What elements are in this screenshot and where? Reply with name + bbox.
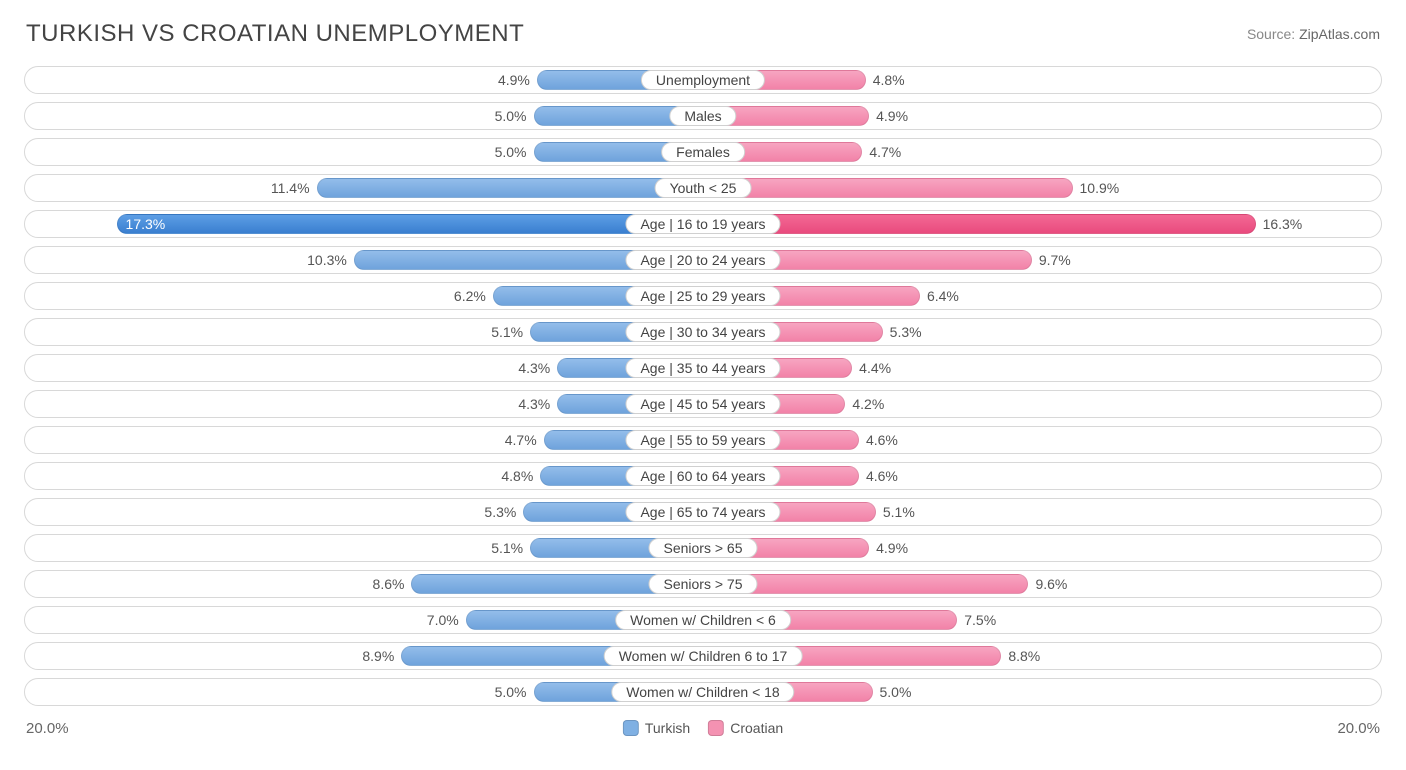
bar-value-left: 4.7% xyxy=(505,431,545,449)
bar-value-right: 6.4% xyxy=(919,287,959,305)
bar-value-left: 5.0% xyxy=(495,683,535,701)
chart-row: 4.9% 4.8% Unemployment xyxy=(24,66,1382,94)
chart-row: 4.8% 4.6% Age | 60 to 64 years xyxy=(24,462,1382,490)
bar-value-left: 17.3% xyxy=(126,215,166,233)
source-value: ZipAtlas.com xyxy=(1299,26,1380,42)
category-pill: Age | 25 to 29 years xyxy=(625,286,780,306)
bar-value-left: 7.0% xyxy=(427,611,467,629)
bar-left: 11.4% xyxy=(317,178,703,198)
chart-row: 5.1% 5.3% Age | 30 to 34 years xyxy=(24,318,1382,346)
bar-value-right: 16.3% xyxy=(1255,215,1303,233)
chart-row: 11.4%10.9%Youth < 25 xyxy=(24,174,1382,202)
chart-row: 5.0% 5.0% Women w/ Children < 18 xyxy=(24,678,1382,706)
bar-value-right: 5.1% xyxy=(875,503,915,521)
bar-value-right: 4.4% xyxy=(851,359,891,377)
chart-row: 17.3%16.3%Age | 16 to 19 years xyxy=(24,210,1382,238)
legend-label-right: Croatian xyxy=(730,720,783,736)
bar-right: 16.3% xyxy=(703,214,1256,234)
chart-row: 8.9% 8.8% Women w/ Children 6 to 17 xyxy=(24,642,1382,670)
bar-value-right: 4.6% xyxy=(858,467,898,485)
axis-max-right: 20.0% xyxy=(1337,720,1380,737)
category-pill: Women w/ Children < 18 xyxy=(611,682,794,702)
legend-item-right: Croatian xyxy=(708,720,783,736)
bar-value-right: 10.9% xyxy=(1072,179,1120,197)
bar-value-left: 4.8% xyxy=(501,467,541,485)
bar-value-right: 5.0% xyxy=(872,683,912,701)
bar-value-left: 11.4% xyxy=(271,179,318,197)
chart-title: TURKISH VS CROATIAN UNEMPLOYMENT xyxy=(26,20,524,48)
chart-container: TURKISH VS CROATIAN UNEMPLOYMENT Source:… xyxy=(0,0,1406,770)
category-pill: Youth < 25 xyxy=(655,178,752,198)
bar-value-left: 4.3% xyxy=(518,395,558,413)
category-pill: Females xyxy=(661,142,745,162)
category-pill: Women w/ Children < 6 xyxy=(615,610,791,630)
bar-value-left: 8.6% xyxy=(373,575,413,593)
bar-value-left: 5.1% xyxy=(491,323,531,341)
bar-value-left: 5.3% xyxy=(484,503,524,521)
bar-value-right: 8.8% xyxy=(1000,647,1040,665)
bar-value-right: 4.6% xyxy=(858,431,898,449)
bar-value-right: 4.8% xyxy=(865,71,905,89)
bar-value-left: 5.1% xyxy=(491,539,531,557)
chart-row: 7.0% 7.5% Women w/ Children < 6 xyxy=(24,606,1382,634)
category-pill: Age | 45 to 54 years xyxy=(625,394,780,414)
legend-swatch-left xyxy=(623,720,639,736)
category-pill: Age | 35 to 44 years xyxy=(625,358,780,378)
bar-value-right: 7.5% xyxy=(956,611,996,629)
bar-value-right: 4.2% xyxy=(844,395,884,413)
chart-source: Source: ZipAtlas.com xyxy=(1247,26,1380,42)
bar-value-left: 6.2% xyxy=(454,287,494,305)
chart-footer: 20.0% Turkish Croatian 20.0% xyxy=(24,716,1382,740)
chart-row: 8.6% 9.6% Seniors > 75 xyxy=(24,570,1382,598)
bar-value-left: 4.9% xyxy=(498,71,538,89)
bar-value-right: 4.9% xyxy=(868,539,908,557)
legend-swatch-right xyxy=(708,720,724,736)
category-pill: Women w/ Children 6 to 17 xyxy=(604,646,803,666)
bar-value-right: 4.7% xyxy=(861,143,901,161)
bar-value-right: 5.3% xyxy=(882,323,922,341)
category-pill: Age | 60 to 64 years xyxy=(625,466,780,486)
legend-item-left: Turkish xyxy=(623,720,690,736)
bar-value-left: 4.3% xyxy=(518,359,558,377)
legend: Turkish Croatian xyxy=(623,720,783,736)
chart-header: TURKISH VS CROATIAN UNEMPLOYMENT Source:… xyxy=(24,20,1382,48)
chart-row: 4.3% 4.4% Age | 35 to 44 years xyxy=(24,354,1382,382)
bar-right: 10.9% xyxy=(703,178,1073,198)
category-pill: Age | 20 to 24 years xyxy=(625,250,780,270)
source-label: Source: xyxy=(1247,26,1295,42)
bar-value-right: 9.7% xyxy=(1031,251,1071,269)
bar-value-left: 8.9% xyxy=(362,647,402,665)
chart-row: 10.3% 9.7% Age | 20 to 24 years xyxy=(24,246,1382,274)
bar-value-left: 5.0% xyxy=(495,107,535,125)
category-pill: Age | 65 to 74 years xyxy=(625,502,780,522)
chart-row: 4.7% 4.6% Age | 55 to 59 years xyxy=(24,426,1382,454)
bar-value-right: 9.6% xyxy=(1027,575,1067,593)
bar-value-left: 5.0% xyxy=(495,143,535,161)
chart-row: 4.3% 4.2% Age | 45 to 54 years xyxy=(24,390,1382,418)
category-pill: Age | 30 to 34 years xyxy=(625,322,780,342)
category-pill: Age | 55 to 59 years xyxy=(625,430,780,450)
chart-row: 5.3% 5.1% Age | 65 to 74 years xyxy=(24,498,1382,526)
chart-row: 5.1% 4.9% Seniors > 65 xyxy=(24,534,1382,562)
bar-value-left: 10.3% xyxy=(307,251,355,269)
category-pill: Age | 16 to 19 years xyxy=(625,214,780,234)
bar-value-right: 4.9% xyxy=(868,107,908,125)
category-pill: Unemployment xyxy=(641,70,765,90)
category-pill: Seniors > 75 xyxy=(649,574,758,594)
diverging-bar-chart: 4.9% 4.8% Unemployment 5.0% 4.9% Males 5.0% 4.7… xyxy=(24,66,1382,706)
chart-row: 5.0% 4.7% Females xyxy=(24,138,1382,166)
category-pill: Seniors > 65 xyxy=(649,538,758,558)
chart-row: 6.2% 6.4% Age | 25 to 29 years xyxy=(24,282,1382,310)
axis-max-left: 20.0% xyxy=(26,720,69,737)
legend-label-left: Turkish xyxy=(645,720,690,736)
bar-left: 17.3% xyxy=(117,214,703,234)
chart-row: 5.0% 4.9% Males xyxy=(24,102,1382,130)
category-pill: Males xyxy=(669,106,736,126)
